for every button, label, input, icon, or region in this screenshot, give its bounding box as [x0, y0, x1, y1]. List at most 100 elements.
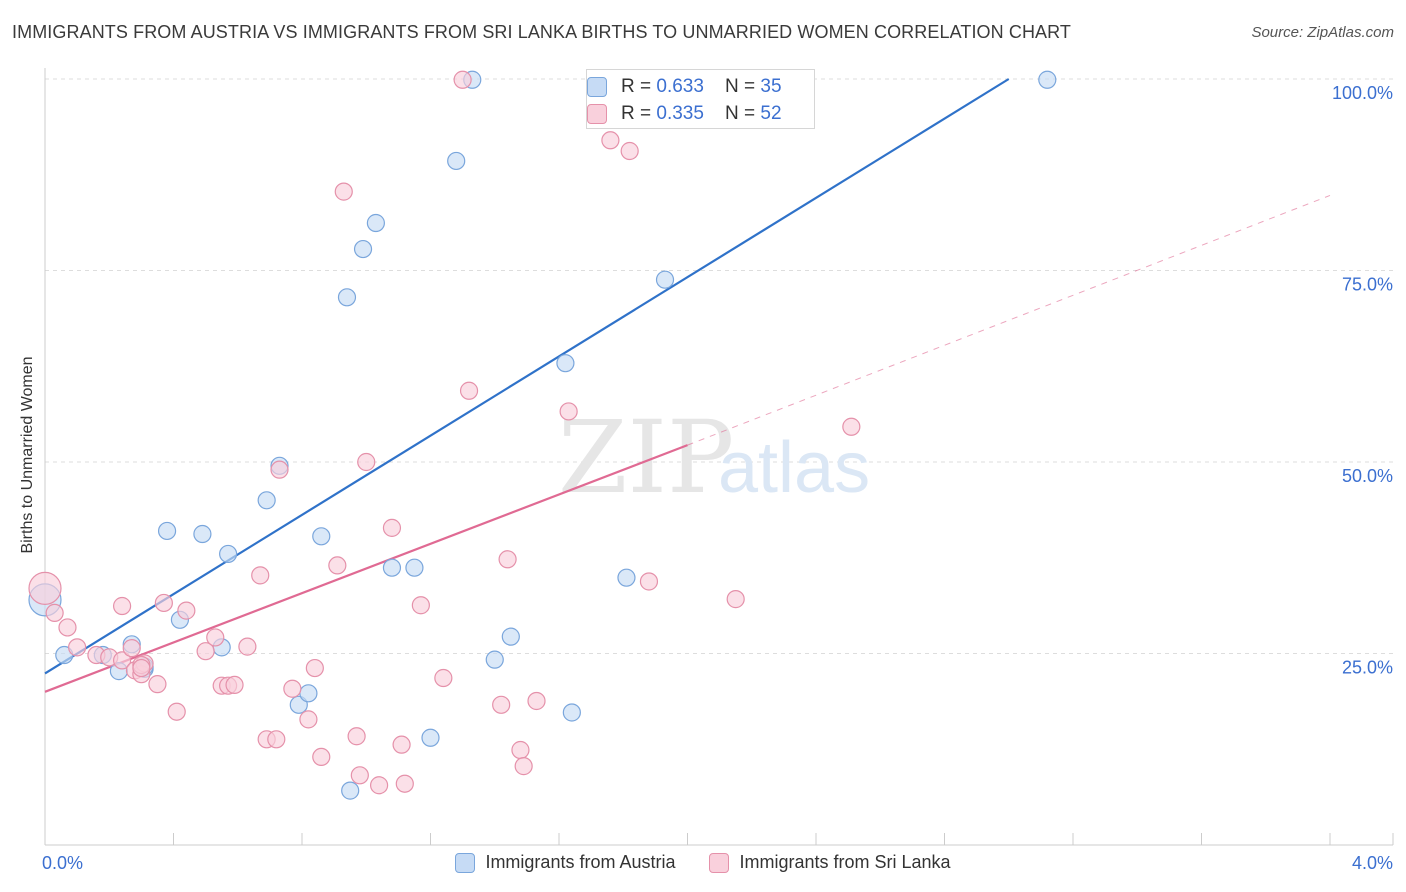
point-srilanka [392, 735, 411, 754]
point-srilanka [305, 658, 324, 678]
point-srilanka [132, 658, 151, 678]
point-srilanka [283, 679, 302, 698]
point-srilanka [453, 70, 472, 89]
austria-swatch [587, 77, 607, 97]
gridlines [45, 78, 1393, 654]
point-srilanka [58, 618, 77, 637]
point-srilanka [511, 740, 530, 760]
point-srilanka [559, 402, 578, 421]
x-tick-label: 4.0% [1352, 853, 1393, 873]
point-srilanka [196, 642, 215, 661]
point-srilanka [347, 727, 366, 746]
point-srilanka [514, 757, 533, 776]
point-austria [337, 288, 357, 307]
data-points [28, 70, 1057, 800]
srilanka-swatch [587, 104, 607, 124]
point-srilanka [639, 572, 659, 591]
source-label: Source: ZipAtlas.com [1251, 24, 1394, 41]
point-srilanka [148, 675, 167, 694]
point-austria [157, 521, 177, 541]
watermark-zip: ZIP [558, 399, 734, 516]
point-austria [299, 684, 318, 703]
point-srilanka [270, 460, 289, 479]
point-srilanka [328, 556, 347, 575]
point-srilanka [382, 518, 402, 537]
point-austria [421, 728, 440, 747]
point-srilanka [492, 695, 511, 714]
srilanka-r-value: 0.335 [656, 103, 704, 124]
point-srilanka [238, 637, 257, 656]
point-srilanka [112, 651, 132, 670]
legend-item-austria[interactable]: Immigrants from Austria [455, 852, 675, 873]
point-austria [556, 354, 575, 373]
trend-line-austria [44, 78, 1010, 675]
point-srilanka [620, 141, 639, 161]
y-tick-label: 100.0% [1332, 83, 1393, 103]
srilanka-r-label: R = [621, 103, 657, 124]
point-austria [617, 568, 636, 587]
point-srilanka [357, 452, 376, 472]
point-srilanka [267, 730, 286, 749]
stats-box: R = 0.633 N = 35 R = 0.335 N = 52 [586, 69, 815, 129]
y-tick-label: 75.0% [1342, 275, 1393, 295]
watermark: ZIP atlas [558, 399, 870, 516]
point-srilanka [459, 381, 479, 400]
point-srilanka [395, 774, 414, 793]
point-srilanka [334, 182, 353, 201]
point-austria [447, 151, 466, 171]
trend-line-srilanka [44, 444, 688, 693]
point-srilanka [68, 638, 87, 657]
point-srilanka [112, 596, 132, 616]
point-austria [353, 239, 373, 259]
austria-n-label: N = [725, 76, 761, 97]
point-austria [341, 781, 360, 800]
axes [44, 68, 1394, 846]
point-srilanka [122, 639, 141, 658]
tick-labels: 25.0% 50.0% 75.0% 100.0% 0.0% 4.0% [42, 83, 1393, 873]
y-tick-label: 50.0% [1342, 466, 1393, 486]
point-srilanka [206, 628, 225, 647]
point-srilanka [251, 566, 270, 585]
point-srilanka [726, 590, 745, 609]
trend-line-srilanka [687, 194, 1331, 446]
point-srilanka [350, 766, 369, 785]
point-austria [366, 213, 385, 233]
point-srilanka [28, 571, 62, 605]
x-tick-label: 0.0% [42, 853, 83, 873]
point-srilanka [527, 691, 546, 711]
point-srilanka [498, 550, 517, 569]
point-srilanka [167, 702, 186, 721]
chart-title: IMMIGRANTS FROM AUSTRIA VS IMMIGRANTS FR… [12, 22, 1072, 42]
y-tick-label: 25.0% [1342, 658, 1393, 678]
point-srilanka [312, 747, 331, 767]
point-srilanka [45, 603, 64, 623]
point-austria [405, 558, 424, 577]
srilanka-n-label: N = [725, 103, 761, 124]
legend-label-austria: Immigrants from Austria [485, 852, 676, 872]
point-austria [655, 270, 675, 289]
austria-stats: R = 0.633 N = 35 [621, 76, 782, 98]
point-srilanka [154, 593, 173, 613]
srilanka-stats: R = 0.335 N = 52 [621, 103, 782, 125]
trend-lines [44, 78, 1331, 693]
legend: Immigrants from Austria Immigrants from … [0, 852, 1406, 873]
point-austria [562, 703, 581, 722]
austria-r-label: R = [621, 76, 657, 97]
austria-n-value: 35 [760, 76, 782, 97]
point-austria [193, 524, 212, 544]
point-srilanka [842, 417, 861, 436]
watermark-atlas: atlas [718, 428, 870, 508]
point-austria [219, 544, 238, 564]
point-austria [1038, 70, 1057, 89]
point-srilanka [299, 710, 318, 729]
point-austria [257, 491, 276, 510]
point-srilanka [434, 668, 453, 688]
austria-r-value: 0.633 [656, 76, 704, 97]
y-axis-label: Births to Unmarried Women [19, 356, 36, 554]
point-austria [382, 558, 402, 577]
legend-label-srilanka: Immigrants from Sri Lanka [739, 852, 951, 872]
point-srilanka [411, 596, 430, 615]
point-srilanka [177, 601, 196, 620]
legend-item-srilanka[interactable]: Immigrants from Sri Lanka [709, 852, 951, 873]
